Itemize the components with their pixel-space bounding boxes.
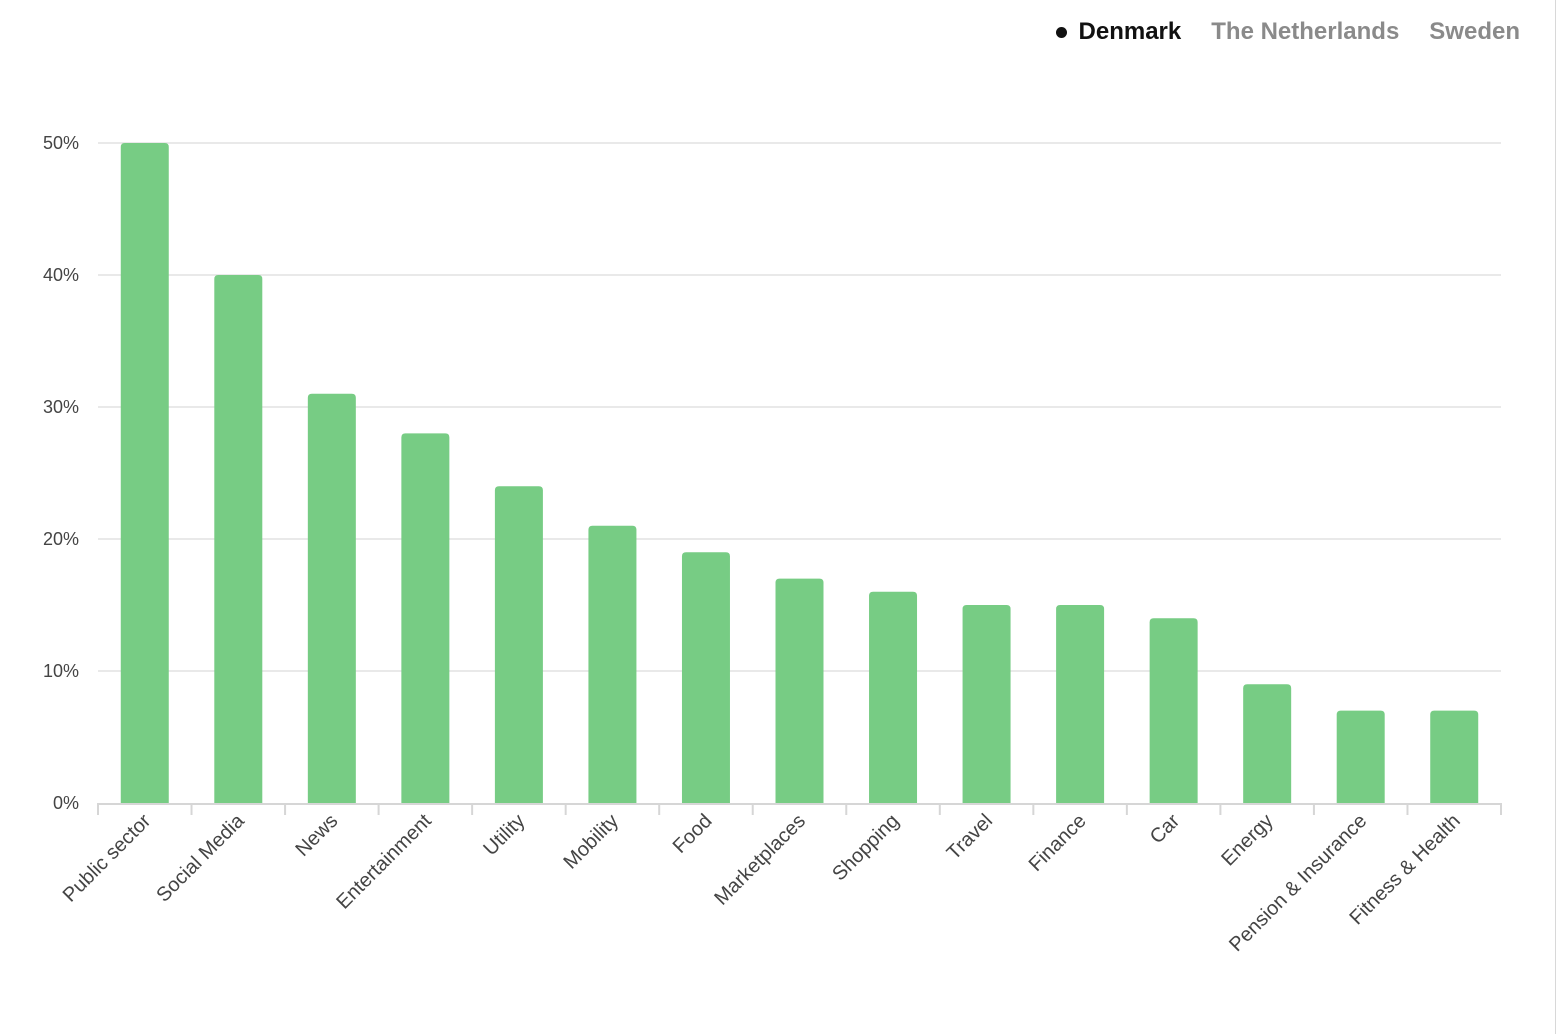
bar-travel (962, 605, 1011, 803)
legend: Denmark The Netherlands Sweden (1055, 18, 1520, 46)
bar-marketplaces (775, 578, 824, 803)
y-tick-label: 50% (43, 133, 79, 153)
bar-mobility (588, 525, 637, 803)
bar-fitness-health (1430, 710, 1479, 803)
bar-finance (1056, 605, 1105, 803)
bar-car (1149, 618, 1198, 803)
bar-news (307, 393, 356, 803)
x-category-label: Travel (943, 810, 997, 864)
y-tick-label: 0% (53, 793, 79, 813)
legend-label: Sweden (1429, 18, 1520, 45)
y-tick-label: 20% (43, 529, 79, 549)
x-category-label: Marketplaces (710, 810, 810, 910)
bar-pension-insurance (1336, 710, 1385, 803)
x-category-label: Mobility (559, 810, 622, 873)
bar-food (681, 552, 730, 803)
x-category-label: Entertainment (332, 810, 436, 914)
x-category-label: Shopping (828, 810, 903, 885)
x-category-label: Social Media (152, 809, 249, 906)
y-tick-label: 40% (43, 265, 79, 285)
bar-public-sector (120, 143, 169, 803)
legend-item-sweden[interactable]: Sweden (1429, 18, 1520, 46)
x-category-label: Food (669, 810, 717, 858)
panel-edge (1555, 0, 1556, 1034)
x-category-label: Finance (1025, 810, 1091, 876)
bar-social-media (214, 275, 263, 803)
legend-label: The Netherlands (1211, 18, 1400, 45)
legend-item-the-netherlands[interactable]: The Netherlands (1211, 18, 1399, 46)
bar-entertainment (401, 433, 450, 803)
y-tick-label: 30% (43, 397, 79, 417)
y-tick-label: 10% (43, 661, 79, 681)
legend-item-denmark[interactable]: Denmark (1055, 18, 1182, 46)
x-category-label: Public sector (59, 810, 156, 907)
x-category-label: Energy (1217, 810, 1277, 870)
bar-energy (1243, 684, 1292, 803)
bar-shopping (869, 591, 918, 803)
x-category-label: News (291, 810, 342, 861)
x-category-label: Utility (479, 810, 529, 860)
bar-utility (494, 486, 543, 803)
active-dot-icon (1055, 26, 1067, 38)
legend-label: Denmark (1078, 18, 1182, 45)
x-category-label: Car (1146, 810, 1185, 849)
